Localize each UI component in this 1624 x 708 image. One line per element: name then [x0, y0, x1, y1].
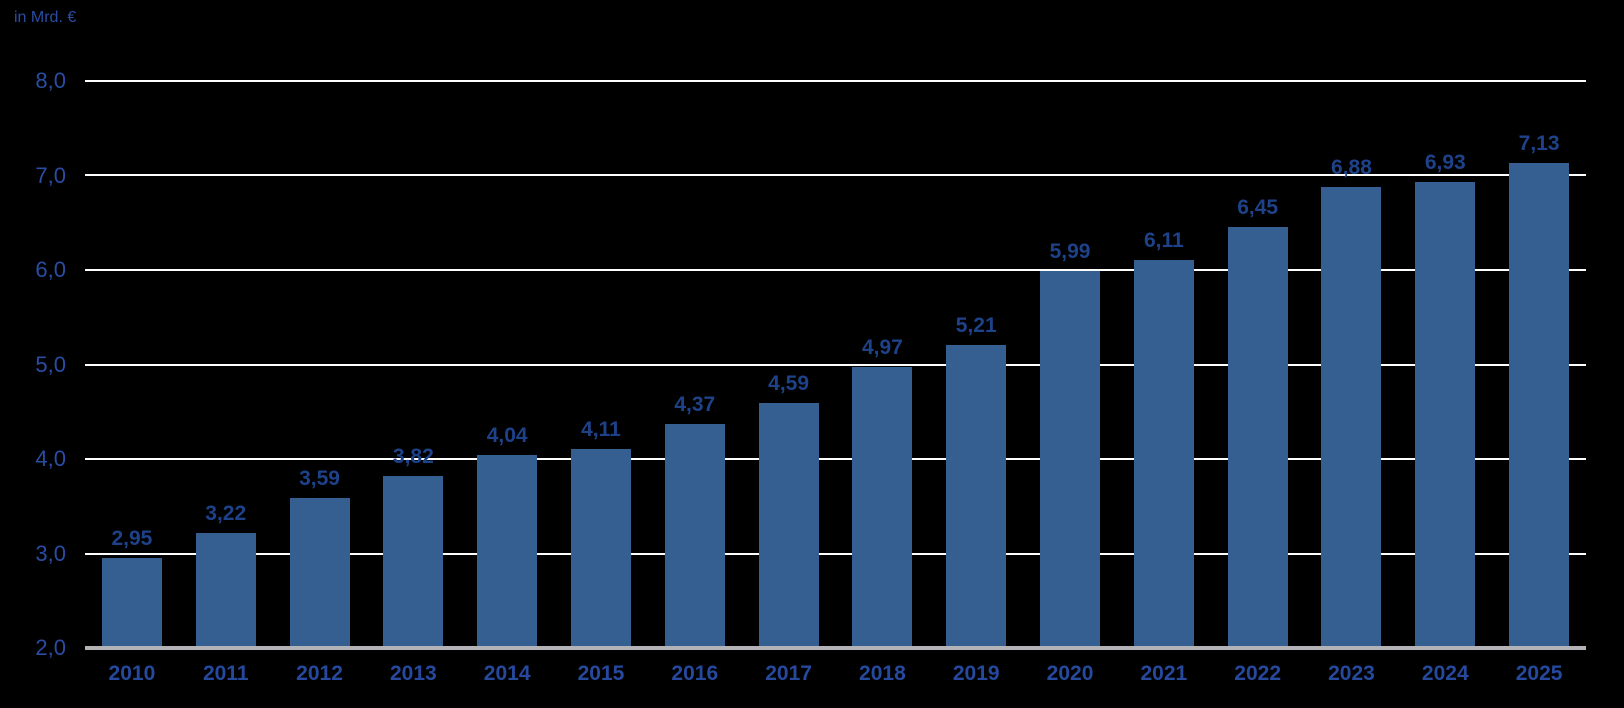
bar-value-label: 5,21 [955, 313, 997, 337]
bar-slot-2015: 4,11 [554, 81, 648, 648]
bar-2016 [664, 424, 725, 648]
x-axis-baseline [85, 646, 1586, 650]
bar-slot-2017: 4,59 [742, 81, 836, 648]
bar-2019 [946, 344, 1007, 648]
y-axis-tick-label: 7,0 [35, 162, 66, 188]
bar-value-label: 4,04 [486, 424, 528, 448]
gridline [85, 80, 1586, 82]
x-axis-tick-label: 2014 [483, 662, 531, 685]
bar-slot-2019: 5,21 [929, 81, 1023, 648]
bar-slot-2010: 2,95 [85, 81, 179, 648]
x-axis-tick-label: 2016 [671, 662, 719, 685]
bar-value-label: 6,11 [1143, 228, 1184, 252]
bar-2023 [1321, 186, 1382, 648]
bar-value-label: 7,13 [1518, 132, 1560, 156]
gridline [85, 174, 1586, 177]
bar-2014 [477, 455, 538, 648]
y-axis-tick-label: 3,0 [35, 540, 66, 566]
x-axis-tick-label: 2022 [1234, 662, 1282, 685]
bar-slot-2022: 6,45 [1211, 81, 1305, 648]
x-axis-tick-label: 2020 [1046, 662, 1094, 685]
bar-value-label: 3,82 [392, 445, 434, 469]
bars-row: 2,95 3,22 3,59 3,82 4,04 4,11 4,37 4,59 4,97 5,21… [85, 81, 1586, 648]
x-axis-tick-label: 2021 [1140, 662, 1188, 685]
plot-area: 2,95 3,22 3,59 3,82 4,04 4,11 4,37 4,59 4,97 5,21… [85, 80, 1586, 650]
bar-slot-2013: 3,82 [366, 81, 460, 648]
x-axis-tick-label: 2023 [1328, 662, 1375, 685]
x-axis-tick-label: 2017 [765, 662, 812, 685]
bar-slot-2011: 3,22 [179, 81, 273, 648]
bar-slot-2014: 4,04 [460, 81, 554, 648]
bar-slot-2025: 7,13 [1492, 81, 1586, 648]
x-axis-tick-label: 2024 [1421, 662, 1469, 685]
bar-value-label: 6,88 [1331, 155, 1372, 179]
bar-value-label: 4,11 [581, 417, 621, 441]
gridline [85, 457, 1586, 460]
bar-slot-2016: 4,37 [648, 81, 742, 648]
x-axis-tick-label: 2010 [108, 662, 156, 685]
x-axis-tick-label: 2013 [389, 662, 437, 685]
bar-2012 [289, 497, 350, 648]
bar-2021 [1133, 259, 1194, 648]
bar-slot-2024: 6,93 [1398, 81, 1492, 648]
bar-slot-2023: 6,88 [1305, 81, 1399, 648]
y-axis-unit-label: in Mrd. € [14, 9, 77, 26]
gridline [85, 552, 1586, 555]
y-axis-tick-label: 2,0 [35, 635, 66, 660]
bar-slot-2012: 3,59 [273, 81, 367, 648]
gridline [85, 363, 1586, 366]
x-axis-tick-label: 2025 [1515, 662, 1563, 685]
x-axis-tick-label: 2015 [577, 662, 625, 685]
y-axis-tick-label: 4,0 [35, 446, 66, 471]
x-axis-tick-label: 2012 [296, 662, 343, 685]
bar-value-label: 4,97 [861, 336, 903, 360]
x-axis-tick-label: 2019 [952, 662, 1000, 685]
x-axis: 2010 2011 2012 2013 2014 2015 2016 2017 2018 2019… [85, 662, 1586, 686]
bar-value-label: 3,59 [299, 466, 340, 490]
bar-2018 [852, 367, 913, 648]
bar-2025 [1509, 163, 1570, 648]
bar-2017 [758, 403, 819, 648]
bar-slot-2021: 6,11 [1117, 81, 1211, 648]
bar-2013 [383, 476, 444, 648]
y-axis-tick-label: 8,0 [35, 68, 66, 93]
bar-slot-2020: 5,99 [1023, 81, 1117, 648]
bar-2020 [1040, 270, 1101, 648]
bar-value-label: 6,93 [1424, 151, 1466, 175]
bar-2015 [570, 448, 631, 648]
bar-2024 [1415, 182, 1476, 648]
y-axis-tick-label: 6,0 [35, 257, 66, 282]
bar-value-label: 5,99 [1049, 239, 1091, 263]
bar-value-label: 4,59 [768, 372, 810, 396]
bar-value-label: 3,22 [205, 501, 247, 525]
bar-value-label: 4,37 [674, 393, 716, 417]
bar-2011 [195, 532, 256, 648]
bar-value-label: 2,95 [111, 527, 153, 551]
bar-2010 [101, 558, 162, 648]
bar-slot-2018: 4,97 [836, 81, 930, 648]
gridline [85, 268, 1586, 271]
bar-value-label: 6,45 [1237, 196, 1279, 220]
x-axis-tick-label: 2011 [202, 662, 249, 685]
y-axis-tick-label: 5,0 [35, 351, 66, 377]
bar-2022 [1227, 227, 1288, 648]
x-axis-tick-label: 2018 [859, 662, 906, 685]
